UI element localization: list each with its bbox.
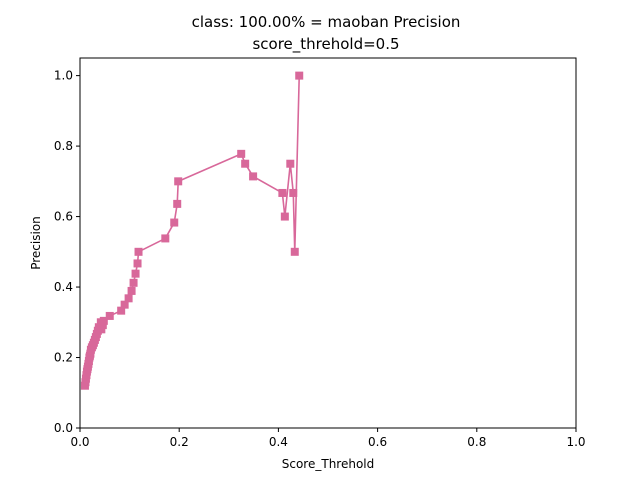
plot-frame <box>79 57 577 429</box>
data-point <box>295 71 304 80</box>
axis-ticks: 0.0 0.2 0.4 0.6 0.8 1.0 0.0 0.2 0.4 0.6 0.8 1.0 <box>54 69 586 449</box>
y-axis-label: Precision <box>29 216 43 270</box>
x-tick-label: 0.4 <box>269 435 288 449</box>
x-tick-label: 1.0 <box>566 435 585 449</box>
data-point <box>120 300 129 309</box>
data-point <box>105 311 114 320</box>
y-tick-label: 0.4 <box>54 280 73 294</box>
x-axis-label: Score_Threhold <box>282 457 375 471</box>
data-point <box>237 149 246 158</box>
data-point <box>133 259 142 268</box>
data-point <box>127 286 136 295</box>
data-point <box>173 199 182 208</box>
data-point <box>170 218 179 227</box>
y-tick-label: 0.8 <box>54 139 73 153</box>
data-point <box>96 318 105 327</box>
chart-subtitle: score_threhold=0.5 <box>252 35 399 54</box>
x-tick-label: 0.0 <box>70 435 89 449</box>
y-tick-label: 0.2 <box>54 351 73 365</box>
y-tick-label: 0.6 <box>54 210 73 224</box>
data-point <box>289 188 298 197</box>
y-tick-label: 0.0 <box>54 421 73 435</box>
data-point <box>117 306 126 315</box>
data-point <box>286 159 295 168</box>
data-point <box>80 381 89 390</box>
data-point <box>131 269 140 278</box>
data-point <box>290 247 299 256</box>
data-point <box>249 172 258 181</box>
y-tick-label: 1.0 <box>54 69 73 83</box>
data-point <box>241 159 250 168</box>
x-tick-label: 0.8 <box>467 435 486 449</box>
data-point <box>278 188 287 197</box>
data-point <box>129 278 138 287</box>
x-tick-label: 0.6 <box>368 435 387 449</box>
data-point <box>161 234 170 243</box>
plot-marks <box>80 71 304 390</box>
data-point <box>174 177 183 186</box>
chart-title: class: 100.00% = maoban Precision <box>192 13 461 31</box>
data-point <box>134 247 143 256</box>
series-line <box>84 75 301 386</box>
data-point <box>124 294 133 303</box>
data-point <box>280 212 289 221</box>
x-tick-label: 0.2 <box>170 435 189 449</box>
